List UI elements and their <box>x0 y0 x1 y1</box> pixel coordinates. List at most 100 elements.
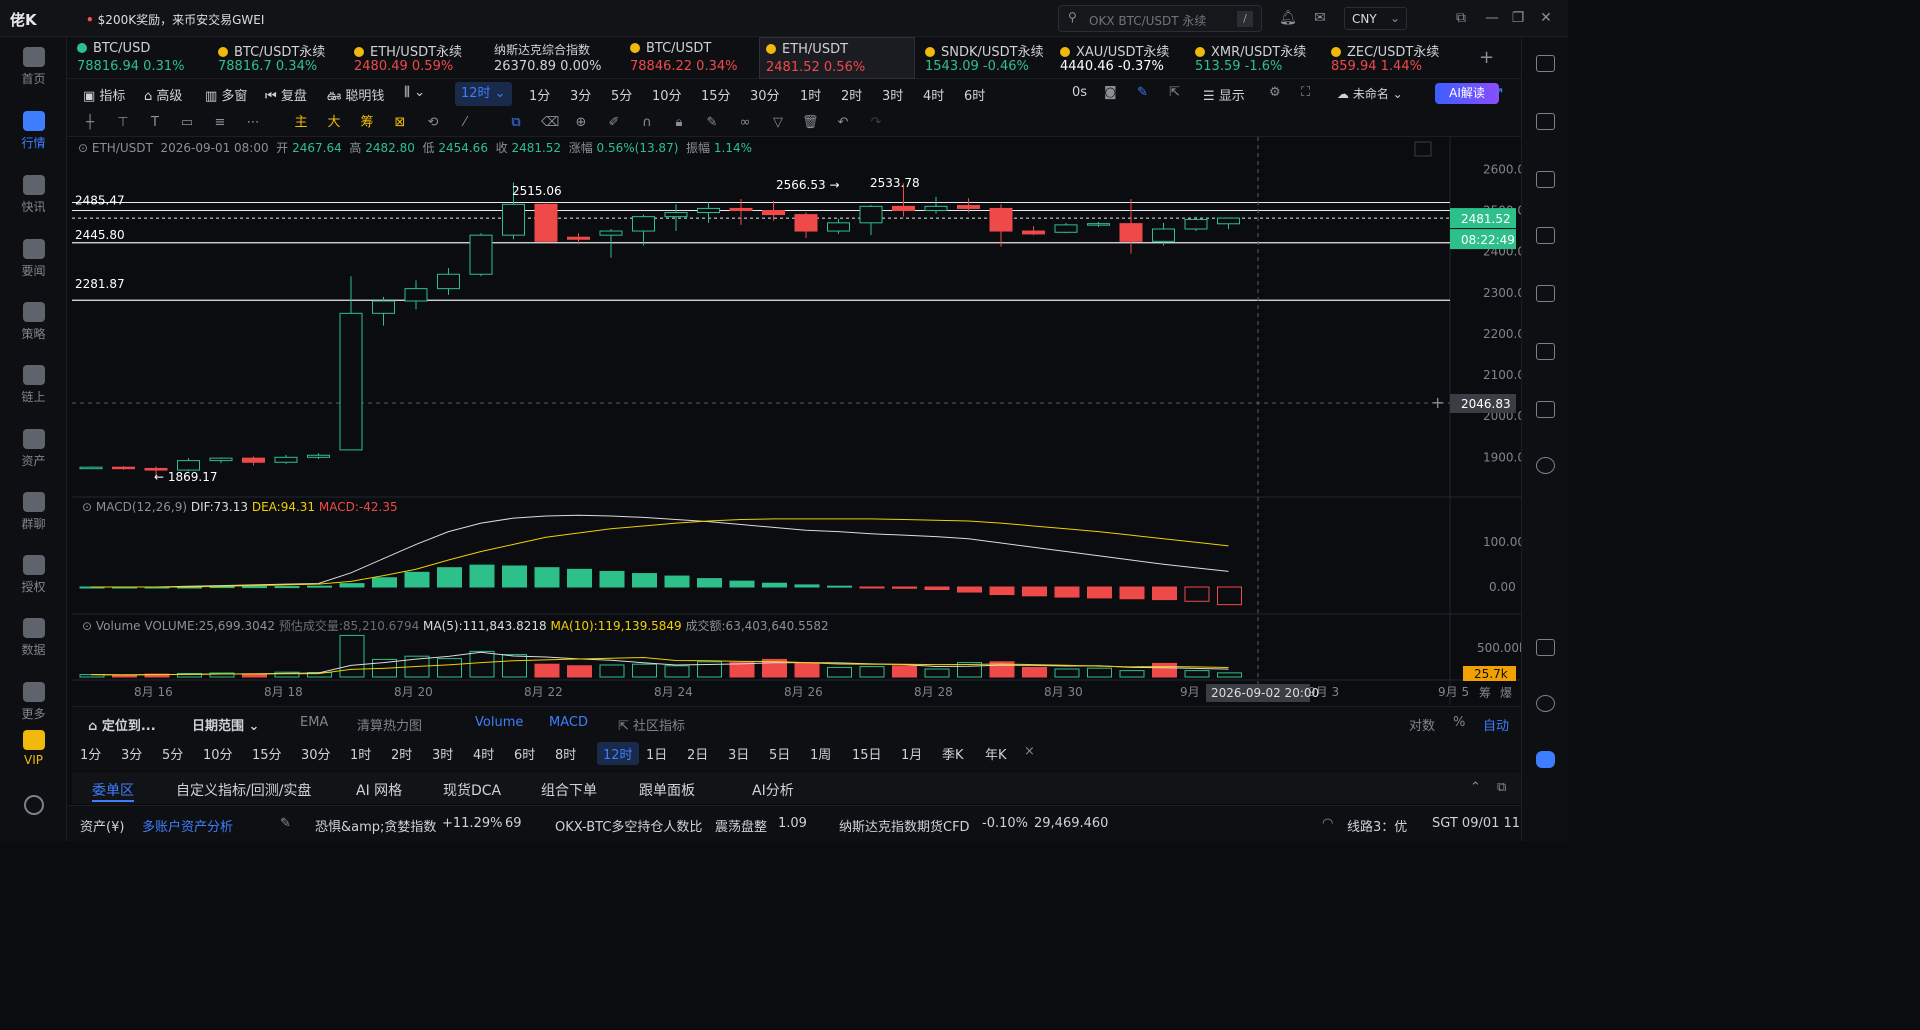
copy-icon[interactable]: ⧉ <box>511 115 521 130</box>
nav-chat[interactable]: 群聊 <box>0 492 67 532</box>
close-icon[interactable]: ✕ <box>1540 10 1552 26</box>
bot-icon[interactable] <box>1536 401 1555 418</box>
brush-icon[interactable]: ⁄ <box>463 115 467 130</box>
cursor-icon[interactable]: ┼ <box>86 115 94 130</box>
bar-chart-icon[interactable] <box>1536 285 1555 302</box>
ema-toggle[interactable]: EMA <box>300 715 329 730</box>
ticker-tab[interactable]: ETH/USDT永续 2480.49 0.59% <box>354 37 484 79</box>
mail-icon[interactable]: ✉ <box>1314 10 1326 26</box>
tab-ai-analysis[interactable]: AI分析 <box>752 783 794 799</box>
tab-copy-trade[interactable]: 跟单面板 <box>639 783 695 799</box>
bottom-interval-12[interactable]: 12时 <box>597 742 639 765</box>
bottom-interval-7[interactable]: 2时 <box>391 748 413 763</box>
bottom-interval-15[interactable]: 3日 <box>728 748 750 763</box>
currency-select[interactable]: CNY ⌄ <box>1344 7 1407 30</box>
zoom-icon[interactable]: ⊕ <box>575 115 587 130</box>
filter-icon[interactable]: ▽ <box>773 115 783 130</box>
interval-select[interactable]: 12时 ⌄ <box>455 82 512 106</box>
smart-money-button[interactable]: ఊ 聪明钱 <box>327 89 385 104</box>
screen-icon[interactable]: ⧉ <box>1456 10 1466 26</box>
trendline-icon[interactable]: ⊤ <box>117 115 129 130</box>
bottom-interval-16[interactable]: 5日 <box>769 748 791 763</box>
export-icon[interactable]: ⇱ <box>1169 85 1180 100</box>
interval-1m[interactable]: 1分 <box>529 89 551 104</box>
heatmap-icon[interactable]: ⊠ <box>394 115 406 130</box>
etf-icon[interactable] <box>1536 343 1555 360</box>
replay-button[interactable]: ⏮ 复盘 <box>265 89 307 104</box>
nav-assets[interactable]: 资产 <box>0 429 67 469</box>
community-button[interactable]: ⇱ 社区指标 <box>618 719 686 734</box>
support-icon[interactable] <box>1536 695 1555 712</box>
trash-icon[interactable]: 🗑︎ <box>802 115 819 130</box>
chip-icon[interactable]: 筹 <box>360 115 374 130</box>
assets-label[interactable]: 资产(¥) <box>80 820 125 835</box>
bottom-interval-10[interactable]: 6时 <box>514 748 536 763</box>
interval-1h[interactable]: 1时 <box>800 89 822 104</box>
bottom-interval-9[interactable]: 4时 <box>473 748 495 763</box>
chart-area[interactable]: 2600.002500.002400.002300.002200.002100.… <box>72 137 1521 705</box>
redo-icon[interactable]: ↷ <box>870 115 882 130</box>
advanced-button[interactable]: ⌂ 高级 <box>144 89 183 104</box>
edit-icon[interactable]: ✎ <box>706 115 718 130</box>
ticker-tab[interactable]: BTC/USD 78816.94 0.31% <box>77 37 207 79</box>
collapse-icon[interactable]: ⊙ <box>82 500 93 514</box>
link-icon[interactable]: ∞ <box>739 115 751 130</box>
connection-line[interactable]: 线路3：优 <box>1347 820 1408 835</box>
bottom-interval-4[interactable]: 15分 <box>252 748 282 763</box>
loop-icon[interactable]: ⟲ <box>427 115 439 130</box>
nav-home[interactable]: 首页 <box>0 47 67 87</box>
bottom-interval-11[interactable]: 8时 <box>555 748 577 763</box>
bottom-interval-21[interactable]: 年K <box>985 748 1007 763</box>
collapse-icon[interactable]: ⊙ <box>78 141 89 155</box>
interval-4h[interactable]: 4时 <box>923 89 945 104</box>
ticker-tab[interactable]: BTC/USDT永续 78816.7 0.34% <box>218 37 348 79</box>
bottom-interval-1[interactable]: 3分 <box>121 748 143 763</box>
dollar-icon[interactable] <box>1536 171 1555 188</box>
minimize-icon[interactable]: — <box>1485 10 1499 26</box>
interval-15m[interactable]: 15分 <box>701 89 731 104</box>
dots-icon[interactable]: ⋯ <box>246 115 260 130</box>
layout-select[interactable]: ☁ 未命名 ⌄ <box>1337 87 1403 101</box>
nav-vip[interactable]: VIP <box>0 730 67 767</box>
gear-icon[interactable]: ⚙ <box>1269 85 1281 100</box>
collapse-icon[interactable]: ⊙ <box>82 619 93 633</box>
log-toggle[interactable]: 对数 <box>1409 719 1436 734</box>
pencil-icon[interactable]: ✎ <box>1137 85 1148 100</box>
paint-icon[interactable]: ✐ <box>608 115 620 130</box>
ticker-tab[interactable]: XAU/USDT永续 4440.46 -0.37% <box>1060 37 1190 79</box>
main-force-icon[interactable]: 主 <box>294 115 308 130</box>
nav-headlines[interactable]: 要闻 <box>0 239 67 279</box>
interval-10m[interactable]: 10分 <box>652 89 682 104</box>
nav-market[interactable]: 行情 <box>0 111 67 151</box>
settings-icon[interactable] <box>24 795 44 815</box>
tab-orders[interactable]: 委单区 <box>92 783 134 799</box>
ticker-tab[interactable]: ZEC/USDT永续 859.94 1.44% <box>1331 37 1461 79</box>
eraser-icon[interactable]: ⌫ <box>541 115 560 130</box>
edit-icon[interactable]: ✎ <box>280 816 291 831</box>
nav-data[interactable]: 数据 <box>0 618 67 658</box>
display-button[interactable]: ☰ 显示 <box>1203 89 1245 104</box>
interval-2h[interactable]: 2时 <box>841 89 863 104</box>
bottom-interval-8[interactable]: 3时 <box>432 748 454 763</box>
text-icon[interactable]: T <box>151 115 159 130</box>
app-logo[interactable]: 佬K <box>10 9 37 30</box>
camera-icon[interactable]: ◙ <box>1104 85 1117 100</box>
chart-up-icon[interactable] <box>1536 227 1555 244</box>
nav-auth[interactable]: 授权 <box>0 555 67 595</box>
bell-icon[interactable]: 🔔︎ <box>1279 10 1297 26</box>
document-icon[interactable] <box>1536 113 1555 130</box>
chart-type-select[interactable]: ⫼ ⌄ <box>404 85 426 100</box>
bottom-interval-18[interactable]: 15日 <box>852 748 882 763</box>
interval-3h[interactable]: 3时 <box>882 89 904 104</box>
ticker-tab[interactable]: XMR/USDT永续 513.59 -1.6% <box>1195 37 1325 79</box>
tab-ai-grid[interactable]: AI 网格 <box>356 783 403 799</box>
auto-toggle[interactable]: 自动 <box>1483 719 1510 734</box>
volume-toggle[interactable]: Volume <box>475 715 524 730</box>
layout-icon[interactable] <box>1536 639 1555 656</box>
bottom-interval-6[interactable]: 1时 <box>350 748 372 763</box>
ai-analysis-button[interactable]: AI解读 <box>1435 83 1499 104</box>
chevron-up-icon[interactable]: ⌃ <box>1470 780 1481 795</box>
multi-window-button[interactable]: ▥ 多窗 <box>205 89 248 104</box>
liquidation-toggle[interactable]: 清算热力图 <box>357 719 423 734</box>
bottom-interval-2[interactable]: 5分 <box>162 748 184 763</box>
